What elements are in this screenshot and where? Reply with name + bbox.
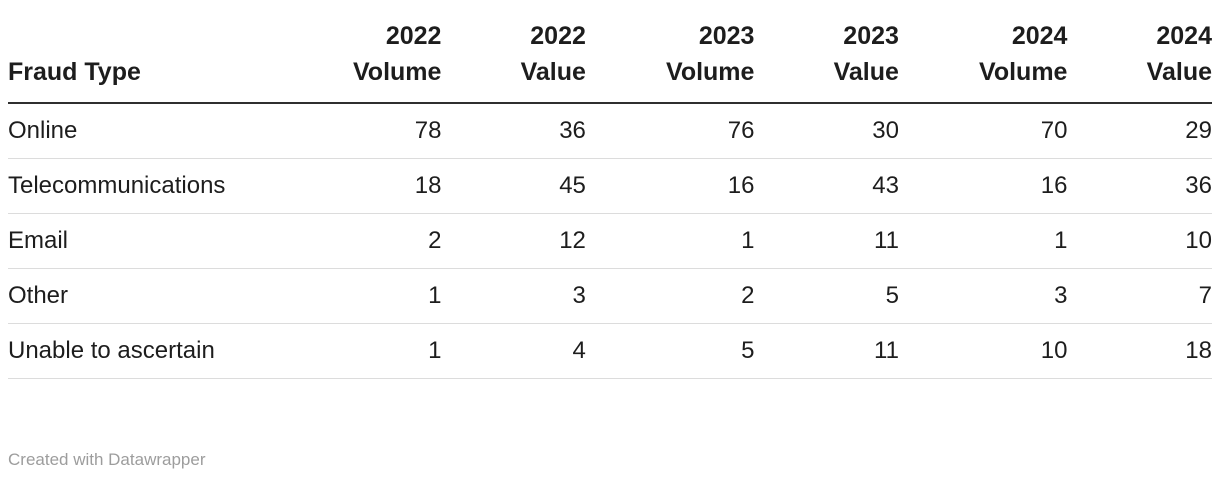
header-row: Fraud Type 2022 Volume 2022 Value 2023 V… [8, 12, 1212, 104]
column-header-year: 2024 [1011, 22, 1068, 50]
cell-value: 45 [441, 158, 586, 214]
table-body: Online 78 36 76 30 70 29 Telecommunicati… [8, 103, 1212, 379]
cell-value: 3 [898, 268, 1068, 324]
cell-value: 3 [441, 268, 586, 324]
column-header-2023-value: 2023 Value [754, 12, 899, 104]
column-header-2022-value: 2022 Value [441, 12, 586, 104]
row-label: Telecommunications [8, 158, 297, 214]
cell-value: 30 [754, 103, 899, 159]
column-header-2024-volume: 2024 Volume [898, 12, 1068, 104]
column-header-2022-volume: 2022 Volume [296, 12, 442, 104]
column-header-year: 2024 [1156, 22, 1212, 50]
cell-value: 16 [585, 158, 755, 214]
cell-value: 2 [296, 213, 442, 269]
cell-value: 10 [1067, 213, 1212, 269]
cell-value: 1 [585, 213, 755, 269]
cell-value: 29 [1067, 103, 1212, 159]
column-header-metric: Value [833, 58, 899, 86]
cell-value: 7 [1067, 268, 1212, 324]
table-header: Fraud Type 2022 Volume 2022 Value 2023 V… [8, 12, 1212, 104]
column-header-label: Fraud Type [8, 58, 141, 86]
table-row: Online 78 36 76 30 70 29 [8, 103, 1212, 159]
cell-value: 1 [898, 213, 1068, 269]
cell-value: 5 [754, 268, 899, 324]
datawrapper-credit-link[interactable]: Created with Datawrapper [8, 450, 206, 469]
cell-value: 12 [441, 213, 586, 269]
cell-value: 1 [296, 268, 442, 324]
row-label: Other [8, 268, 297, 324]
cell-value: 4 [441, 323, 586, 379]
cell-value: 18 [296, 158, 442, 214]
column-header-metric: Volume [979, 58, 1068, 86]
column-header-year: 2023 [698, 22, 755, 50]
cell-value: 16 [898, 158, 1068, 214]
table-row: Other 1 3 2 5 3 7 [8, 268, 1212, 324]
cell-value: 43 [754, 158, 899, 214]
cell-value: 18 [1067, 323, 1212, 379]
column-header-metric: Volume [666, 58, 755, 86]
cell-value: 1 [296, 323, 442, 379]
cell-value: 11 [754, 323, 899, 379]
column-header-metric: Value [520, 58, 586, 86]
cell-value: 10 [898, 323, 1068, 379]
table-row: Email 2 12 1 11 1 10 [8, 213, 1212, 269]
cell-value: 2 [585, 268, 755, 324]
row-label: Online [8, 103, 297, 159]
column-header-2024-value: 2024 Value [1067, 12, 1212, 104]
table-row: Telecommunications 18 45 16 43 16 36 [8, 158, 1212, 214]
column-header-metric: Volume [352, 58, 442, 86]
cell-value: 5 [585, 323, 755, 379]
column-header-metric: Value [1146, 58, 1212, 86]
cell-value: 36 [441, 103, 586, 159]
column-header-year: 2022 [385, 22, 442, 50]
column-header-2023-volume: 2023 Volume [585, 12, 755, 104]
cell-value: 70 [898, 103, 1068, 159]
cell-value: 78 [296, 103, 442, 159]
cell-value: 36 [1067, 158, 1212, 214]
table-row: Unable to ascertain 1 4 5 11 10 18 [8, 323, 1212, 379]
column-header-year: 2022 [530, 22, 586, 50]
row-label: Email [8, 213, 297, 269]
column-header-fraud-type: Fraud Type [8, 12, 297, 104]
column-header-year: 2023 [843, 22, 899, 50]
cell-value: 76 [585, 103, 755, 159]
cell-value: 11 [754, 213, 899, 269]
row-label: Unable to ascertain [8, 323, 297, 379]
fraud-data-table: Fraud Type 2022 Volume 2022 Value 2023 V… [8, 12, 1212, 379]
